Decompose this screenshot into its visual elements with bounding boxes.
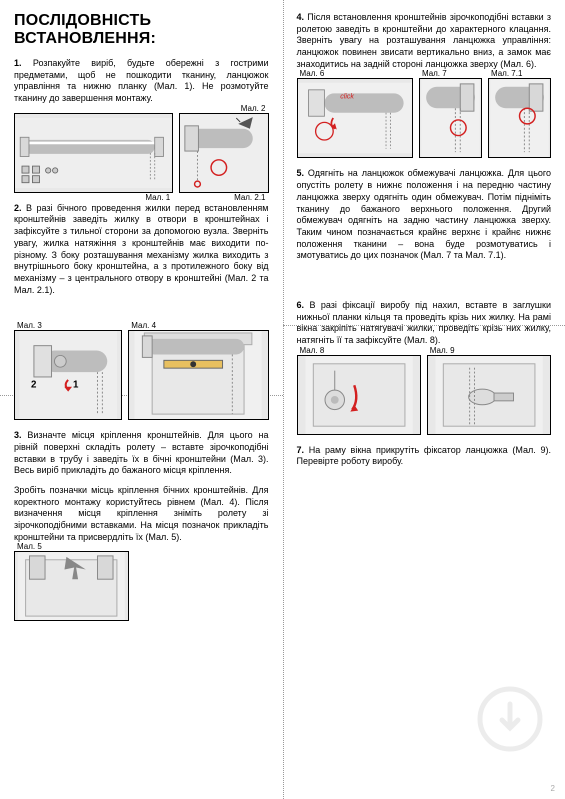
step-4-body: Після встановлення кронштейнів зірочкопо… <box>297 12 552 69</box>
page-number: 2 <box>551 784 555 793</box>
fig-row-4: Мал. 6 click Мал. 7 <box>297 78 552 158</box>
step-3-num: 3. <box>14 430 22 440</box>
fig-9-label: Мал. 9 <box>428 346 457 355</box>
figure-3: Мал. 3 2 1 <box>14 330 122 420</box>
figure-4: Мал. 4 <box>128 330 268 420</box>
step-1-text: 1. Розпакуйте виріб, будьте обережні з г… <box>14 58 269 105</box>
step-6-text: 6. В разі фіксації виробу під нахил, вст… <box>297 300 552 347</box>
fig-row-3: Мал. 5 <box>14 551 269 621</box>
step-4-num: 4. <box>297 12 305 22</box>
step-4-text: 4. Після встановлення кронштейнів зірочк… <box>297 12 552 70</box>
fig-row-5: Мал. 8 Мал. 9 <box>297 355 552 435</box>
step-3b-text: Зробіть позначки місць кріплення бічних … <box>14 485 269 543</box>
fig-8-svg <box>298 356 420 434</box>
fig-1-svg <box>15 114 172 192</box>
step-1-num: 1. <box>14 58 22 68</box>
fig-2-svg <box>180 114 267 192</box>
step-3-text: 3. Визначте місця кріплення кронштейнів.… <box>14 430 269 477</box>
fig-8-label: Мал. 8 <box>298 346 327 355</box>
fig-5-svg <box>15 552 128 620</box>
fig-4-label: Мал. 4 <box>129 321 158 330</box>
step-5-text: 5. Одягніть на ланцюжок обмежувачі ланцю… <box>297 168 552 262</box>
fig-7-svg <box>420 79 481 157</box>
right-column: 4. Після встановлення кронштейнів зірочк… <box>283 0 565 799</box>
figure-7: Мал. 7 <box>419 78 482 158</box>
fig-71-label: Мал. 7.1 <box>489 69 524 78</box>
svg-text:click: click <box>340 94 354 101</box>
watermark-icon <box>475 684 545 759</box>
step-6-body: В разі фіксації виробу під нахил, вставт… <box>297 300 552 345</box>
svg-text:1: 1 <box>73 380 79 391</box>
step-7-text: 7. На раму вікна прикрутіть фіксатор лан… <box>297 445 552 468</box>
step-7-num: 7. <box>297 445 305 455</box>
step-6-num: 6. <box>297 300 305 310</box>
step-3-body: Визначте місця кріплення кронштейнів. Дл… <box>14 430 269 475</box>
figure-6: Мал. 6 click <box>297 78 413 158</box>
fig-6-label: Мал. 6 <box>298 69 327 78</box>
page-title: ПОСЛІДОВНІСТЬ ВСТАНОВЛЕННЯ: <box>14 12 269 48</box>
fig-3-label: Мал. 3 <box>15 321 44 330</box>
step-5-num: 5. <box>297 168 305 178</box>
fig-row-1: Мал. 1 Мал. 2 <box>14 113 269 193</box>
step-2-body: В разі бічного проведення жилки перед вс… <box>14 203 269 295</box>
figure-5: Мал. 5 <box>14 551 129 621</box>
svg-text:2: 2 <box>31 380 37 391</box>
fig-row-2: Мал. 3 2 1 Мал. 4 <box>14 330 269 420</box>
fig-21-label: Мал. 2.1 <box>232 193 267 202</box>
fig-1-label: Мал. 1 <box>143 193 172 202</box>
fig-4-svg <box>129 331 267 419</box>
step-1-body: Розпакуйте виріб, будьте обережні з гост… <box>14 58 269 103</box>
step-7-body: На раму вікна прикрутіть фіксатор ланцюж… <box>297 445 552 467</box>
step-5-body: Одягніть на ланцюжок обмежувачі ланцюжка… <box>297 168 552 260</box>
left-column: ПОСЛІДОВНІСТЬ ВСТАНОВЛЕННЯ: 1. Розпакуйт… <box>0 0 283 799</box>
fig-71-svg <box>489 79 550 157</box>
step-2-text: 2. В разі бічного проведення жилки перед… <box>14 203 269 297</box>
fig-2-label: Мал. 2 <box>239 104 268 113</box>
step-2-num: 2. <box>14 203 22 213</box>
fig-6-svg: click <box>298 79 412 157</box>
figure-9: Мал. 9 <box>427 355 551 435</box>
figure-2: Мал. 2 Мал. 2.1 <box>179 113 268 193</box>
fig-3-svg: 2 1 <box>15 331 121 419</box>
figure-71: Мал. 7.1 <box>488 78 551 158</box>
fig-7-label: Мал. 7 <box>420 69 449 78</box>
figure-1: Мал. 1 <box>14 113 173 193</box>
fig-5-label: Мал. 5 <box>15 542 44 551</box>
fig-9-svg <box>428 356 550 434</box>
figure-8: Мал. 8 <box>297 355 421 435</box>
